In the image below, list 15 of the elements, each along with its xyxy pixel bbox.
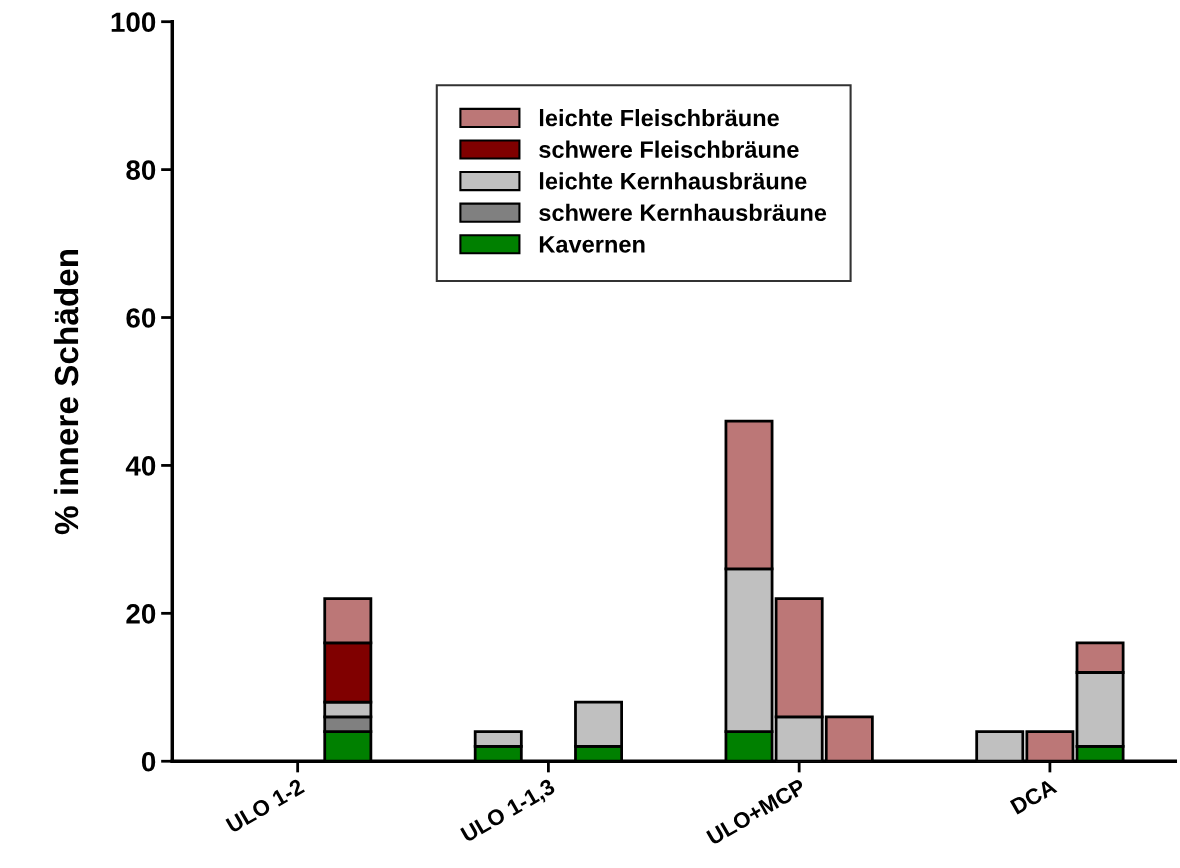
y-tick-label: 100 (111, 12, 156, 33)
y-tick-label: 20 (126, 604, 156, 624)
x-tick-label: ULO 1-2 (225, 778, 306, 834)
y-tick-label: 60 (126, 308, 156, 328)
y-tick-label: 40 (125, 456, 156, 476)
y-tick-label: 0 (141, 751, 156, 772)
legend-label: schwere Fleischbräune (539, 140, 799, 158)
legend-label: Kavernen (539, 236, 645, 253)
legend-label: schwere Kernhausbräune (539, 203, 827, 222)
legend-label: leichte Fleischbräune (539, 109, 779, 127)
x-tick-label: ULO 1-1,3 (460, 778, 558, 846)
y-axis-title: % innere Schäden (53, 249, 79, 535)
y-tick-label: 80 (126, 160, 156, 180)
x-tick-label: DCA (1009, 778, 1058, 815)
legend-label: leichte Kernhausbräune (539, 172, 807, 190)
